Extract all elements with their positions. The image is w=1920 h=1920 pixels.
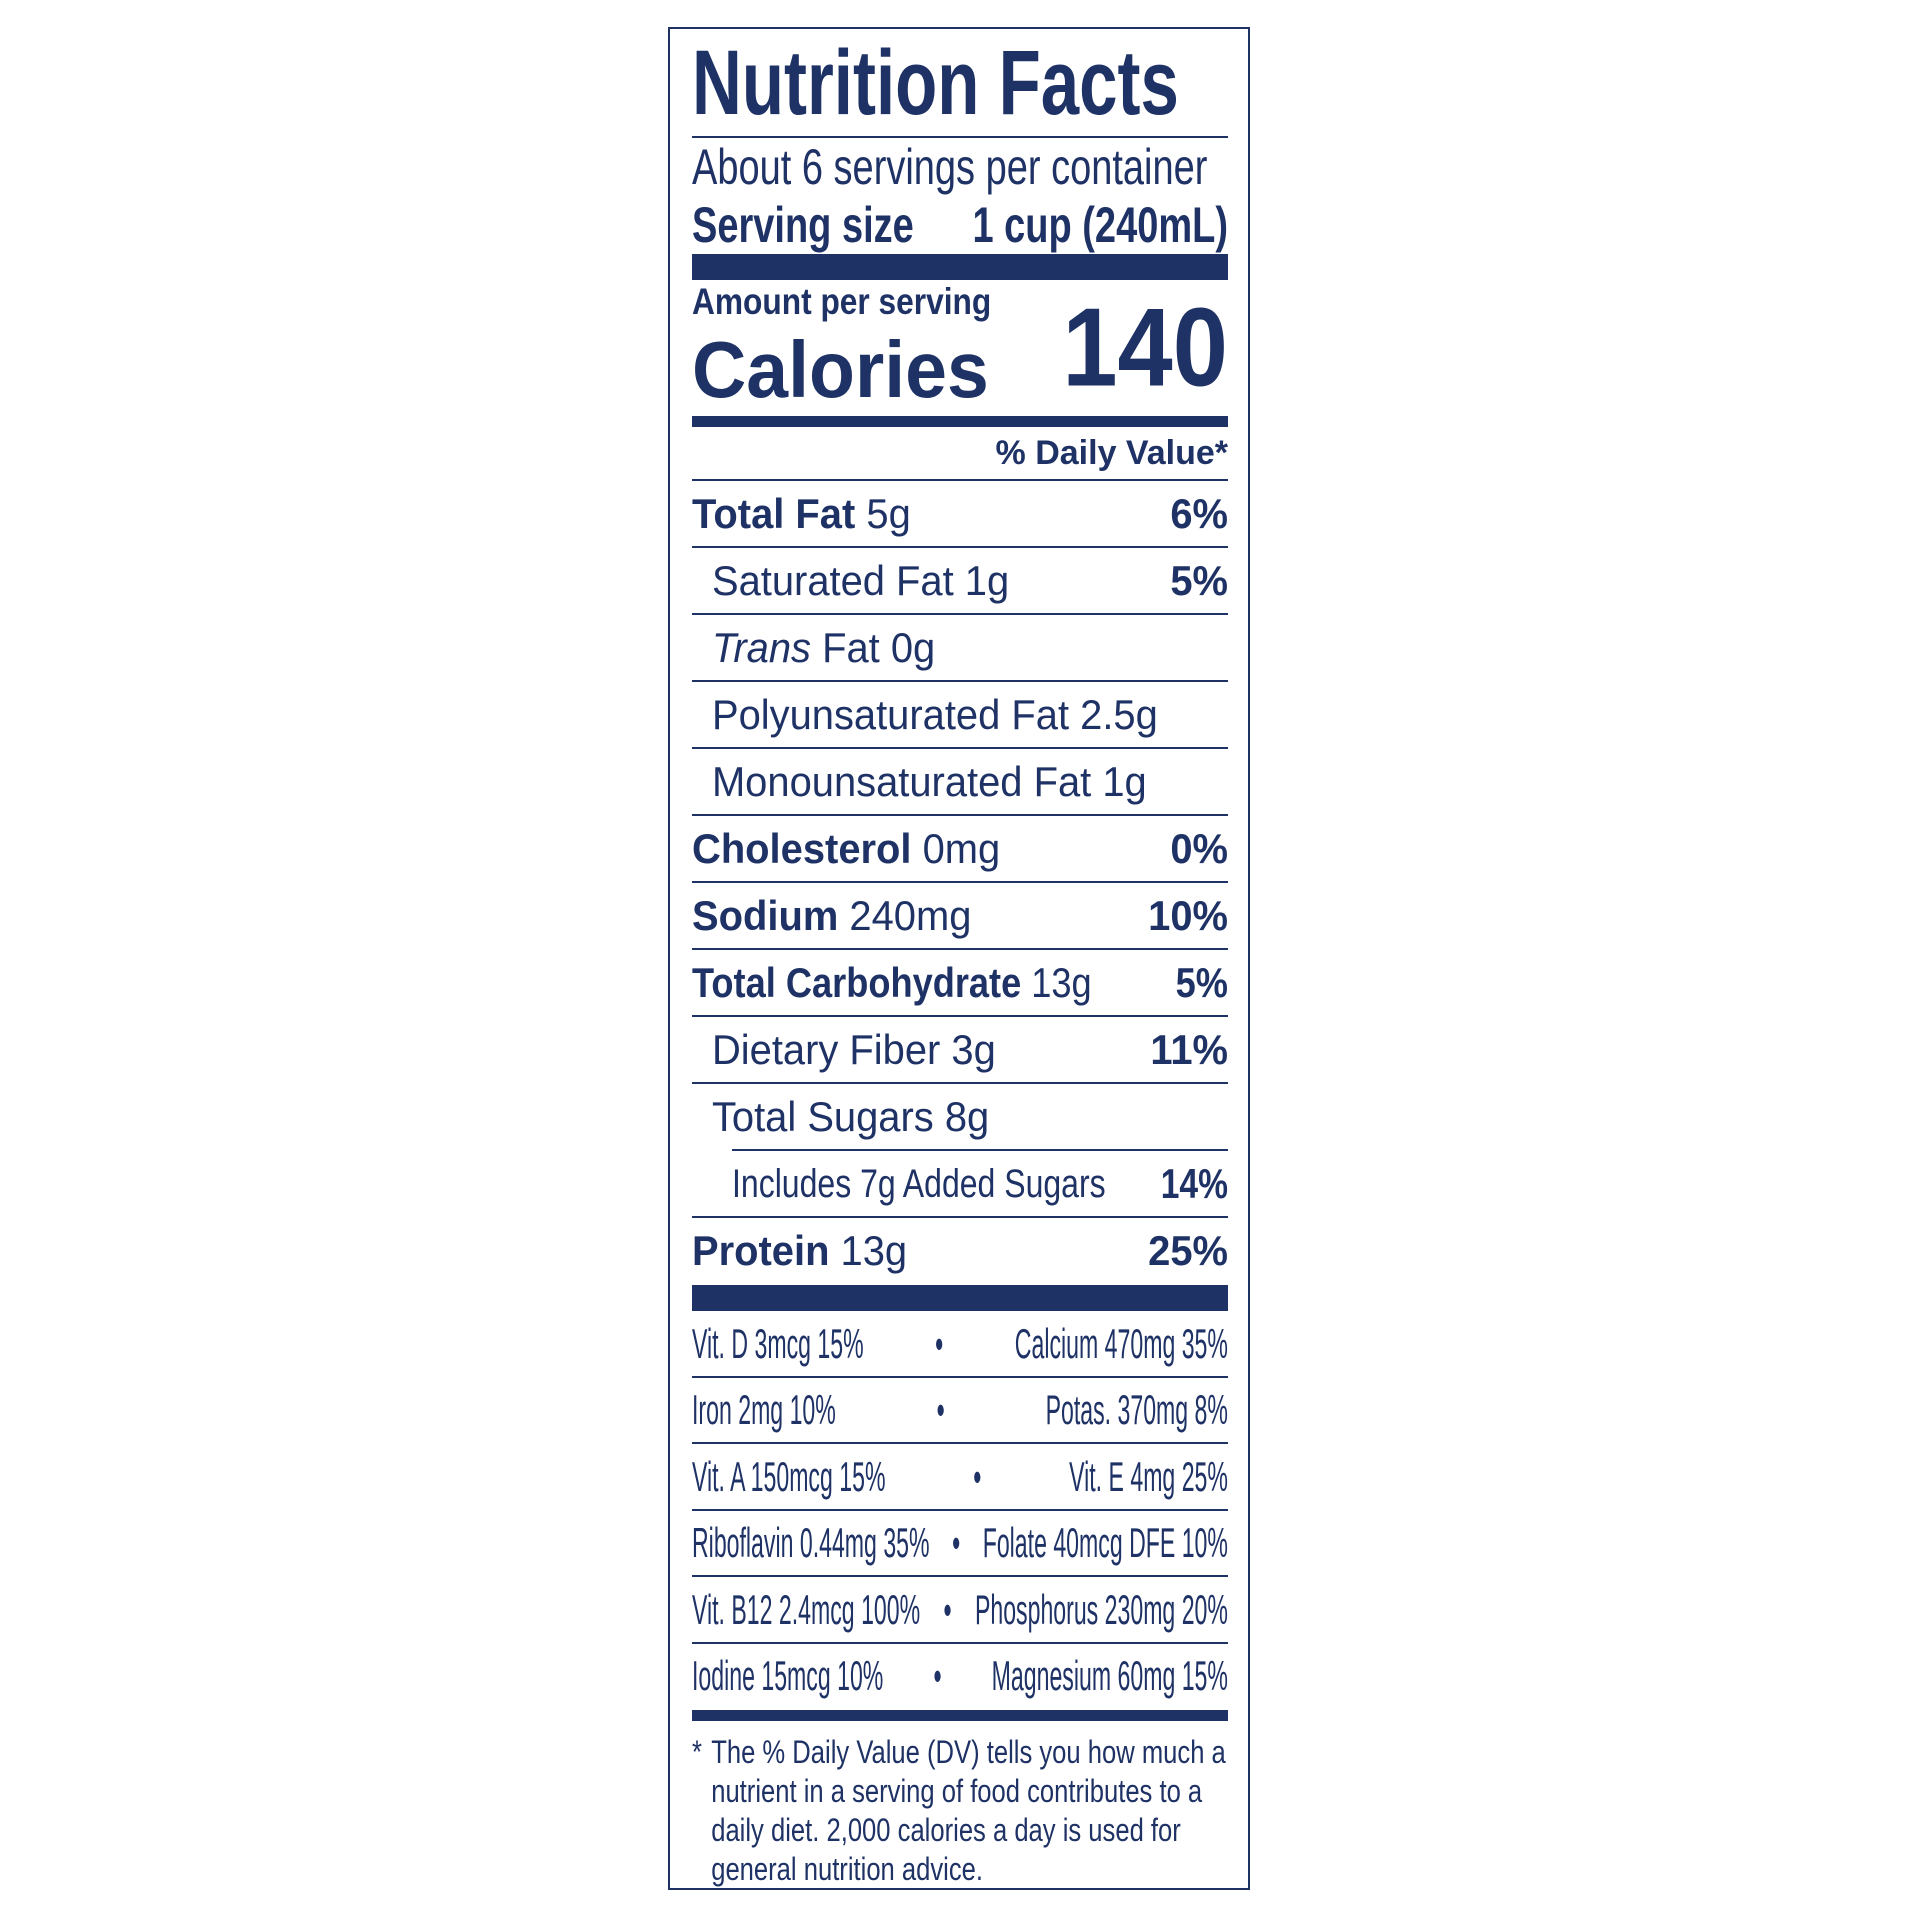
servings-per-container: About 6 servings per container <box>692 139 1208 195</box>
nutrient-amount: 5g <box>866 489 911 537</box>
nutrient-row-cholesterol: Cholesterol 0mg 0% <box>692 816 1228 883</box>
bullet: • <box>943 1585 952 1633</box>
nutrient-name: Total Fat <box>692 489 856 537</box>
serving-size-value: 1 cup (240mL) <box>972 197 1229 253</box>
nutrient-amount: 3g <box>951 1025 996 1073</box>
bullet: • <box>952 1519 961 1566</box>
nutrient-row-monounsaturated-fat: Monounsaturated Fat 1g <box>692 749 1228 816</box>
vitamin-right: Phosphorus 230mg 20% <box>974 1585 1228 1633</box>
nutrient-name: Sodium <box>692 891 839 939</box>
nutrient-dv: 10% <box>1148 891 1229 939</box>
nutrient-amount: 1g <box>964 556 1010 604</box>
nutrient-name: Polyunsaturated Fat <box>711 690 1070 738</box>
nutrient-row-saturated-fat: Saturated Fat 1g 5% <box>692 548 1228 615</box>
nutrient-row-polyunsaturated-fat: Polyunsaturated Fat 2.5g <box>692 682 1228 749</box>
vitamin-left: Vit. B12 2.4mcg 100% <box>692 1585 921 1633</box>
vitamin-row: Vit. A 150mcg 15% • Vit. E 4mg 25% <box>692 1444 1228 1511</box>
medium-divider-footnote <box>692 1710 1228 1721</box>
vitamin-right: Vit. E 4mg 25% <box>1069 1452 1228 1500</box>
footnote-star: * <box>692 1734 702 1770</box>
nutrient-name: Saturated Fat <box>711 556 954 604</box>
vitamin-left: Vit. D 3mcg 15% <box>692 1319 864 1367</box>
nutrient-amount: 13g <box>840 1226 908 1274</box>
nutrient-row-total-sugars: Total Sugars 8g <box>692 1084 1228 1151</box>
nutrient-name: Includes 7g Added Sugars <box>732 1161 1106 1206</box>
serving-size-label: Serving size <box>692 197 914 253</box>
serving-size-row: Serving size 1 cup (240mL) <box>692 196 1228 254</box>
medium-divider <box>692 416 1228 427</box>
bullet: • <box>973 1452 982 1500</box>
vitamin-right: Potas. 370mg 8% <box>1045 1386 1228 1433</box>
amount-per-serving: Amount per serving <box>692 280 992 323</box>
nutrient-row-trans-fat: Trans Fat 0g <box>692 615 1228 682</box>
vitamin-left: Iodine 15mcg 10% <box>692 1652 884 1699</box>
nutrient-row-sodium: Sodium 240mg 10% <box>692 883 1228 950</box>
nutrient-name-italic: Trans <box>711 623 811 671</box>
nutrient-row-protein: Protein 13g 25% <box>692 1218 1228 1285</box>
vitamin-right: Folate 40mcg DFE 10% <box>982 1519 1228 1566</box>
nutrient-amount: 0mg <box>922 824 1001 872</box>
footnote-text: The % Daily Value (DV) tells you how muc… <box>711 1734 1226 1887</box>
nutrient-row-added-sugars: Includes 7g Added Sugars 14% <box>692 1151 1228 1218</box>
vitamin-row: Vit. D 3mcg 15% • Calcium 470mg 35% <box>692 1311 1228 1378</box>
nutrient-dv: 5% <box>1170 556 1229 604</box>
nutrient-amount: 8g <box>944 1092 990 1140</box>
vitamin-row: Riboflavin 0.44mg 35% • Folate 40mcg DFE 1… <box>692 1511 1228 1577</box>
nutrient-amount: 2.5g <box>1080 690 1158 738</box>
nutrient-dv: 25% <box>1148 1226 1229 1274</box>
nutrient-name: Monounsaturated Fat <box>711 757 1092 805</box>
nutrient-name: Dietary Fiber <box>711 1025 941 1073</box>
vitamin-left: Riboflavin 0.44mg 35% <box>692 1519 930 1566</box>
nutrient-row-dietary-fiber: Dietary Fiber 3g 11% <box>692 1017 1228 1084</box>
nutrient-name: Protein <box>692 1226 830 1274</box>
nutrient-amount: 0g <box>890 623 936 671</box>
nutrient-dv: 14% <box>1160 1159 1228 1207</box>
nutrient-dv: 0% <box>1170 824 1229 872</box>
calories-row: Amount per serving Calories 140 <box>692 280 1228 416</box>
vitamin-row: Vit. B12 2.4mcg 100% • Phosphorus 230mg 20… <box>692 1577 1228 1644</box>
nutrient-dv: 5% <box>1175 958 1228 1006</box>
nutrient-name: Total Sugars <box>711 1092 934 1140</box>
nutrient-name: Total Carbohydrate <box>692 958 1022 1006</box>
bullet: • <box>933 1652 942 1699</box>
nutrient-amount: 1g <box>1102 757 1147 805</box>
nutrient-amount: 240mg <box>849 891 972 939</box>
thick-divider <box>692 254 1228 280</box>
vitamin-left: Iron 2mg 10% <box>692 1386 836 1433</box>
vitamin-right: Calcium 470mg 35% <box>1014 1319 1228 1367</box>
calories-label: Calories <box>692 324 989 415</box>
calories-value: 140 <box>1062 285 1228 410</box>
thick-divider-vitamins <box>692 1285 1228 1311</box>
title-row: Nutrition Facts <box>692 30 1228 138</box>
nutrient-dv: 11% <box>1150 1025 1229 1073</box>
nutrition-label-border <box>668 27 1250 1890</box>
vitamin-left: Vit. A 150mcg 15% <box>692 1452 886 1500</box>
vitamin-row: Iron 2mg 10% • Potas. 370mg 8% <box>692 1378 1228 1444</box>
bullet: • <box>936 1386 945 1433</box>
nutrition-facts-panel: Nutrition Facts About 6 servings per con… <box>692 30 1228 1889</box>
title: Nutrition Facts <box>692 32 1179 134</box>
nutrient-row-total-fat: Total Fat 5g 6% <box>692 481 1228 548</box>
nutrient-amount: 13g <box>1031 958 1092 1006</box>
daily-value-header: % Daily Value* <box>692 427 1228 481</box>
footnote: * The % Daily Value (DV) tells you how mu… <box>692 1721 1228 1889</box>
nutrient-row-total-carbohydrate: Total Carbohydrate 13g 5% <box>692 950 1228 1017</box>
vitamin-row: Iodine 15mcg 10% • Magnesium 60mg 15% <box>692 1644 1228 1711</box>
bullet: • <box>935 1319 944 1367</box>
nutrient-name: Fat <box>822 623 880 671</box>
vitamin-right: Magnesium 60mg 15% <box>991 1652 1228 1699</box>
servings-row: About 6 servings per container <box>692 138 1228 196</box>
nutrient-name: Cholesterol <box>692 824 912 872</box>
nutrient-dv: 6% <box>1170 489 1229 537</box>
